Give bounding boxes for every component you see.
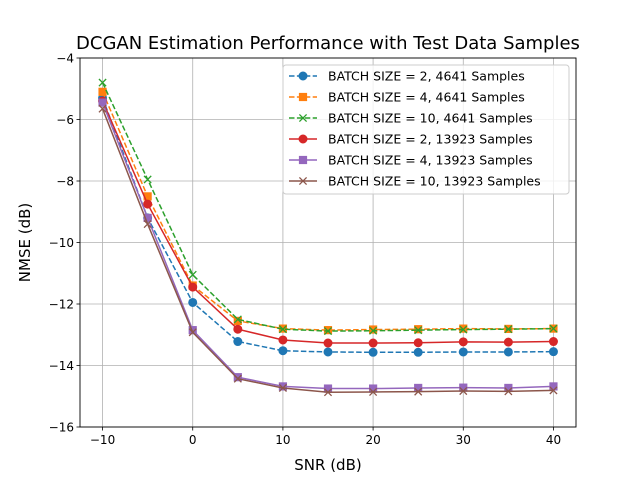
legend-label: BATCH SIZE = 4, 13923 Samples [328, 153, 533, 168]
data-point [233, 374, 242, 383]
data-point [278, 383, 287, 393]
data-point [188, 328, 197, 337]
y-tick-label: −4 [56, 52, 74, 66]
legend-label: BATCH SIZE = 2, 4641 Samples [328, 69, 525, 84]
legend-marker [298, 155, 308, 165]
y-tick-label: −10 [49, 236, 74, 250]
data-point [98, 104, 107, 113]
data-point [504, 325, 513, 334]
legend: BATCH SIZE = 2, 4641 Samples BATCH SIZE =… [282, 64, 570, 195]
legend-marker [298, 71, 308, 81]
data-point [458, 337, 468, 347]
data-point [323, 338, 333, 348]
data-point [278, 346, 288, 356]
legend-marker [298, 92, 308, 102]
x-tick-label: 10 [275, 433, 290, 447]
data-point [368, 325, 378, 334]
legend-entry: BATCH SIZE = 2, 4641 Samples [289, 69, 525, 84]
data-point [188, 282, 198, 292]
data-point [458, 347, 468, 357]
legend-entry: BATCH SIZE = 10, 4641 Samples [289, 111, 533, 126]
data-point [368, 347, 378, 357]
data-point [98, 98, 107, 107]
data-point [504, 387, 513, 396]
data-point [459, 386, 468, 396]
data-point [233, 324, 243, 334]
data-point [459, 325, 468, 334]
data-point [503, 337, 513, 347]
data-point [413, 338, 423, 348]
x-tick-label: 0 [189, 433, 197, 447]
legend-marker [298, 113, 308, 123]
x-tick-label: 20 [365, 433, 380, 447]
y-tick-label: −6 [56, 113, 74, 127]
data-point [414, 383, 423, 393]
legend-box [282, 64, 570, 195]
y-tick-label: −8 [56, 175, 74, 189]
series-6 [98, 104, 558, 397]
data-point [413, 347, 423, 357]
data-point [98, 78, 107, 87]
data-point [143, 213, 152, 223]
legend-marker [298, 176, 308, 186]
data-point [188, 297, 198, 307]
legend-label: BATCH SIZE = 10, 13923 Samples [328, 174, 541, 189]
y-tick-label: −16 [49, 421, 74, 435]
data-point [414, 326, 423, 335]
x-tick-label: 40 [546, 433, 561, 447]
data-point [459, 324, 468, 333]
data-point [278, 325, 287, 334]
data-point [278, 335, 288, 345]
data-point [233, 337, 243, 347]
data-point [368, 338, 378, 348]
data-point [323, 388, 333, 397]
data-point [278, 382, 288, 391]
x-axis-label: SNR (dB) [294, 456, 361, 474]
y-axis-label: NMSE (dB) [16, 203, 34, 282]
series-4 [98, 96, 558, 348]
data-point [143, 219, 152, 229]
data-point [323, 384, 333, 393]
data-point [233, 373, 242, 382]
data-point [549, 386, 558, 395]
data-point [233, 315, 242, 324]
data-point [143, 175, 152, 184]
data-point [414, 325, 423, 334]
legend-entry: BATCH SIZE = 4, 13923 Samples [289, 153, 533, 168]
series-lines [98, 78, 558, 397]
data-point [188, 270, 197, 279]
x-tick-label: −10 [90, 433, 115, 447]
y-tick-label: −12 [49, 298, 74, 312]
data-point [323, 326, 333, 335]
data-point [548, 347, 558, 357]
data-point [549, 382, 558, 391]
legend-label: BATCH SIZE = 10, 4641 Samples [328, 111, 533, 126]
data-point [188, 326, 197, 335]
data-point [549, 324, 558, 333]
legend-label: BATCH SIZE = 2, 13923 Samples [328, 132, 533, 147]
data-point [503, 347, 513, 357]
legend-marker [298, 134, 308, 144]
data-point [548, 337, 558, 347]
data-point [369, 326, 378, 335]
legend-entry: BATCH SIZE = 2, 13923 Samples [289, 132, 533, 147]
data-point [323, 327, 333, 336]
data-point [98, 87, 107, 96]
data-point [233, 316, 242, 326]
series-3 [98, 78, 558, 336]
y-tick-label: −14 [49, 359, 74, 373]
legend-label: BATCH SIZE = 4, 4641 Samples [328, 90, 525, 105]
x-tick-label: 30 [456, 433, 471, 447]
data-point [143, 199, 153, 209]
data-point [369, 387, 378, 397]
legend-entry: BATCH SIZE = 4, 4641 Samples [289, 90, 525, 105]
data-point [323, 347, 333, 357]
data-point [414, 387, 423, 396]
chart-title: DCGAN Estimation Performance with Test D… [76, 33, 580, 54]
legend-entry: BATCH SIZE = 10, 13923 Samples [289, 174, 541, 189]
axis-ticks: −10 0 10 20 30 40 −16 −14 −12 −10 −8 −6 −4 [49, 52, 561, 448]
